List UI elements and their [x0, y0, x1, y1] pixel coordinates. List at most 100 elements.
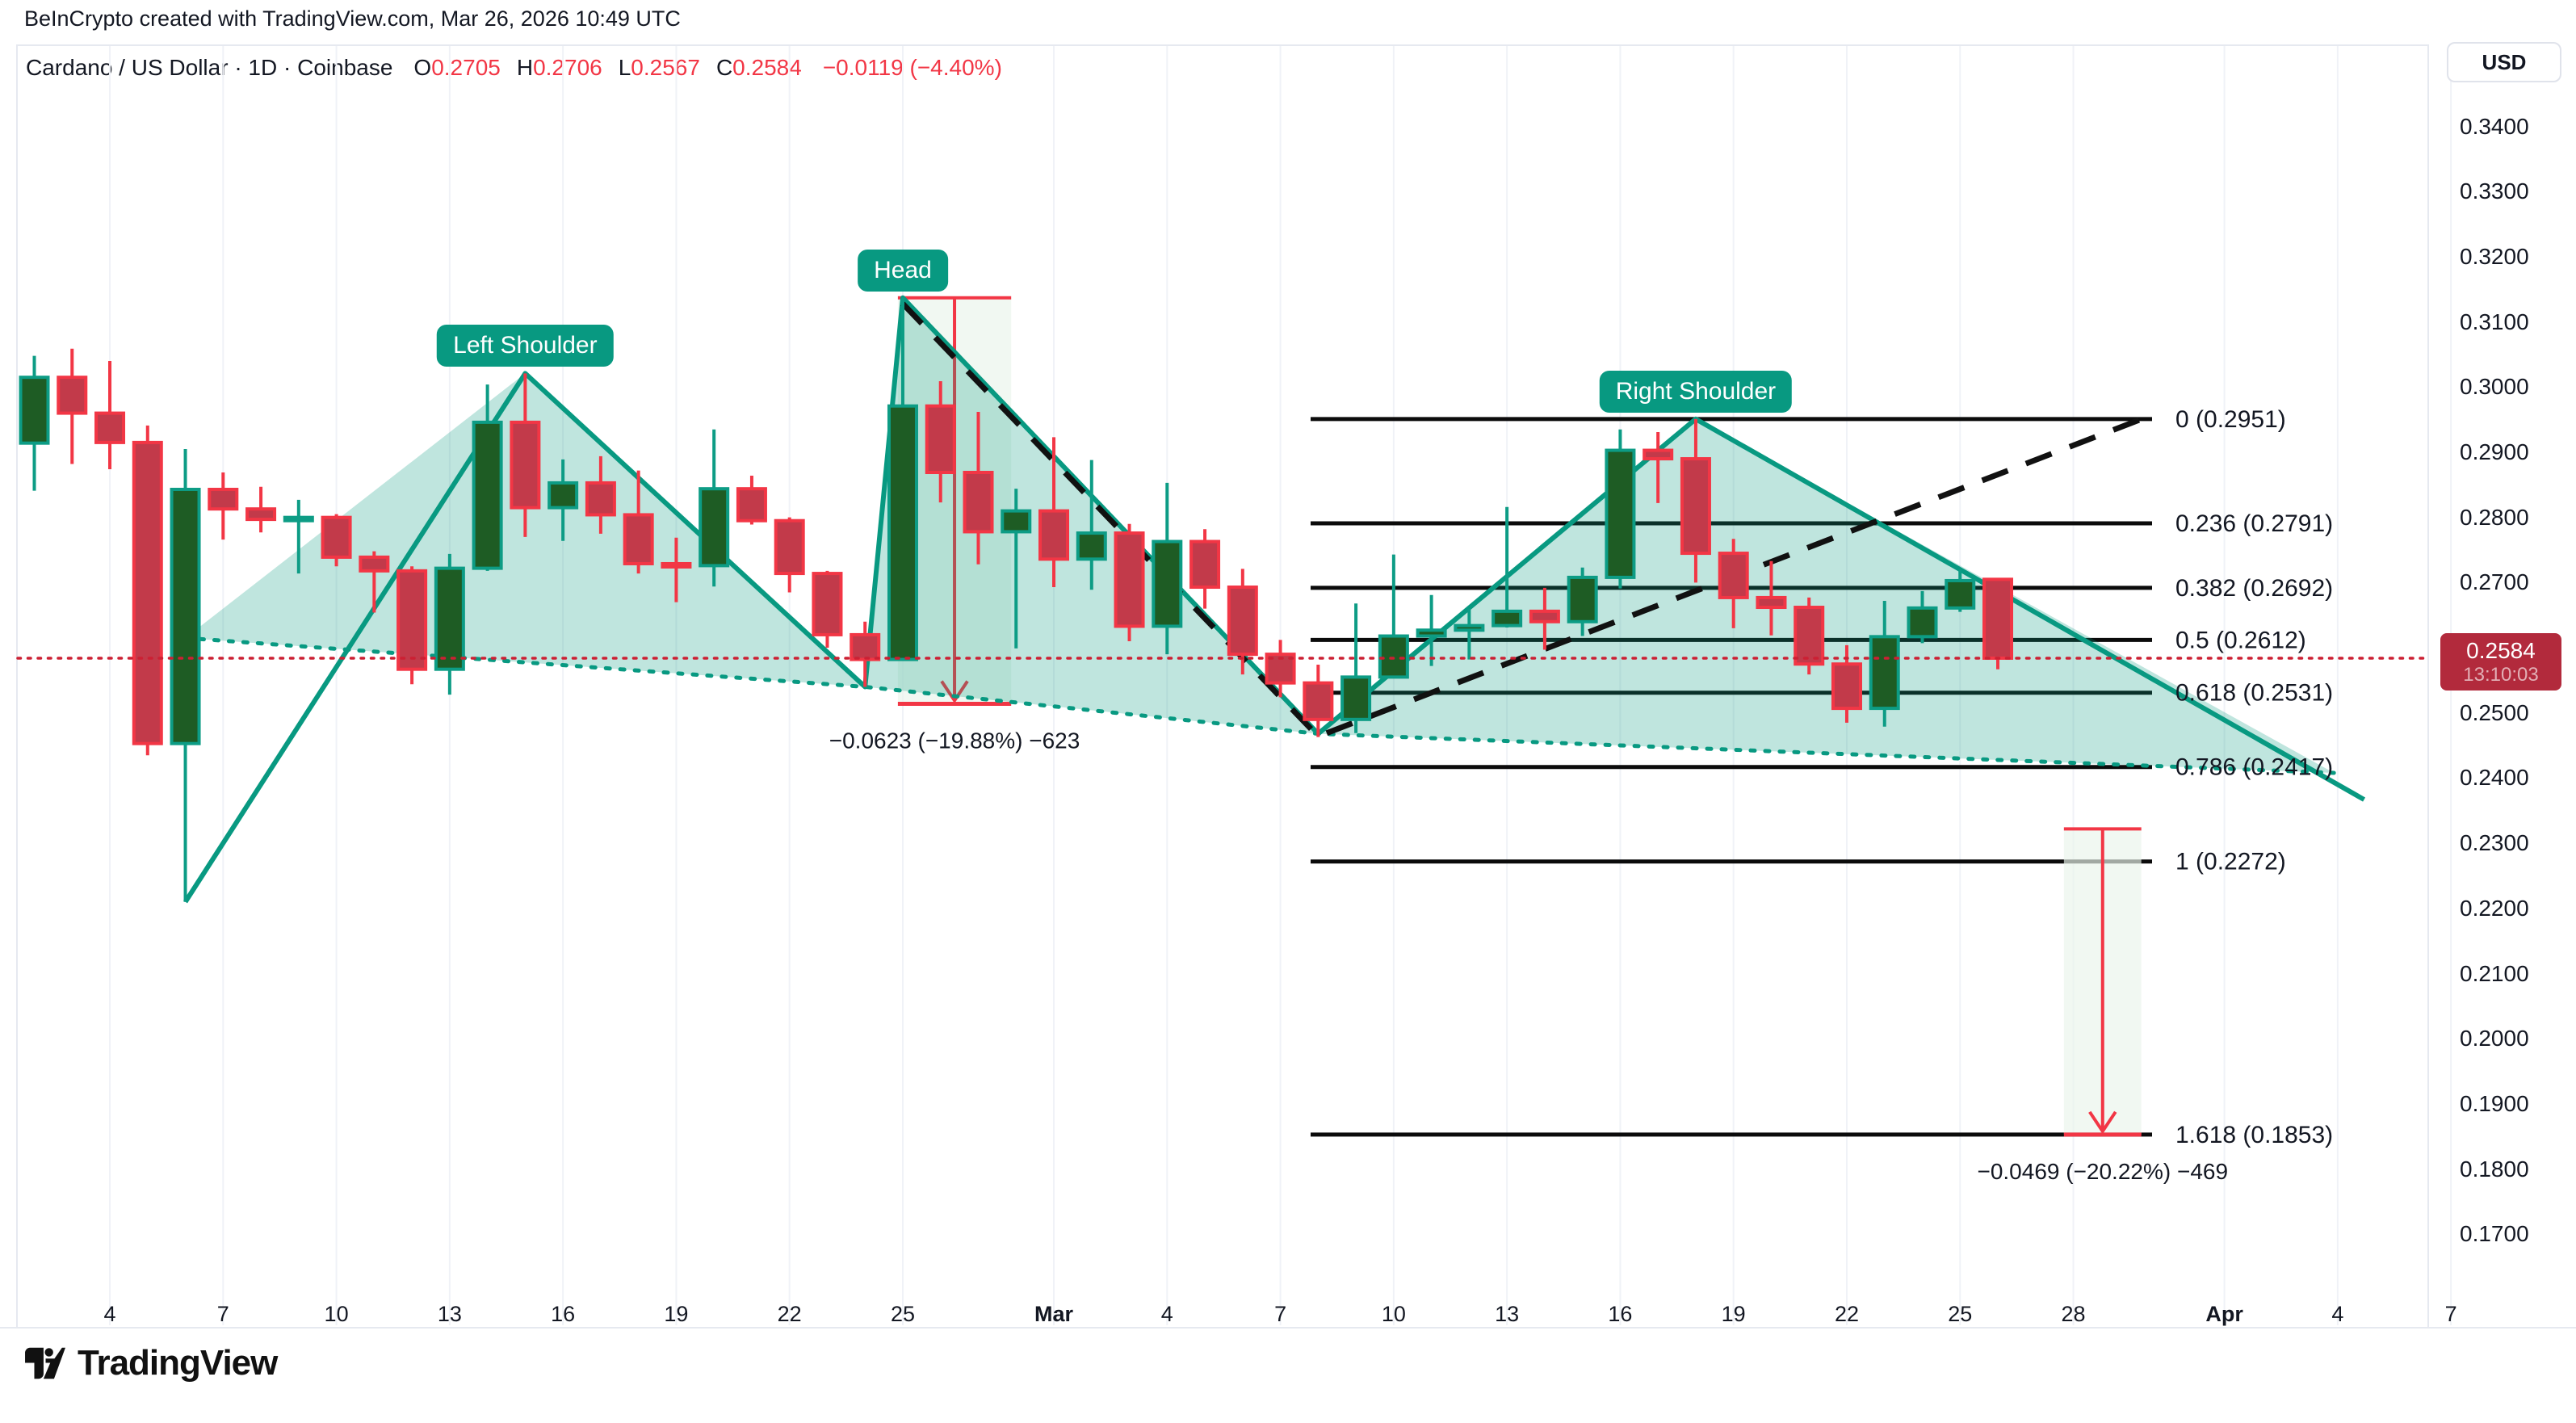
time-tick-13: 13 — [1495, 1302, 1520, 1326]
candle-mar-23 — [1869, 600, 1900, 727]
candle-body — [283, 515, 314, 523]
fib-label-1.618: 1.618 (0.1853) — [2175, 1122, 2333, 1148]
candle-body — [1869, 635, 1900, 711]
price-tick-0.3400: 0.3400 — [2460, 113, 2529, 139]
candle-body — [1076, 531, 1107, 561]
countdown-timer: 13:10:03 — [2463, 664, 2539, 686]
candle-body — [434, 566, 465, 671]
currency-toggle-button[interactable]: USD — [2447, 42, 2561, 82]
candle-mar-1 — [1038, 437, 1070, 588]
candle-body — [1643, 448, 1674, 461]
candle-body — [472, 420, 503, 570]
candle-mar-13 — [1491, 506, 1523, 628]
price-tick-0.1700: 0.1700 — [2460, 1221, 2529, 1247]
fib-label-0.786: 0.786 (0.2417) — [2175, 754, 2333, 781]
measure-ruler-0[interactable]: −0.0623 (−19.88%) −623 — [829, 296, 1080, 753]
candle-body — [359, 555, 390, 573]
candle-body — [1945, 578, 1976, 610]
last-price-value: 0.2584 — [2466, 638, 2536, 663]
candle-feb-22 — [774, 517, 805, 593]
candle-feb-8 — [245, 486, 277, 533]
candle-body — [1227, 586, 1258, 657]
price-tick-0.3100: 0.3100 — [2460, 309, 2529, 334]
candle-body — [321, 515, 352, 559]
candle-body — [510, 420, 541, 510]
candle-body — [57, 376, 88, 415]
fib-labels: 0 (0.2951) 0.236 (0.2791) 0.382 (0.2692) 0.… — [2175, 406, 2333, 1148]
candle-body — [208, 487, 239, 511]
price-tick-0.1800: 0.1800 — [2460, 1156, 2529, 1182]
pattern-dotted-baseline[interactable] — [183, 636, 2336, 775]
attribution-text: BeInCrypto created with TradingView.com,… — [24, 6, 681, 31]
dashed-trendline[interactable] — [900, 301, 2146, 740]
measure-label: −0.0469 (−20.22%) −469 — [1977, 1159, 2228, 1184]
candle-feb-14 — [472, 384, 503, 571]
candle-body — [132, 440, 163, 745]
candle-body — [850, 632, 881, 661]
time-tick-25: 25 — [1948, 1302, 1973, 1326]
fib-label-0: 0 (0.2951) — [2175, 406, 2286, 433]
price-tick-0.3300: 0.3300 — [2460, 178, 2529, 204]
time-tick-4: 4 — [103, 1302, 116, 1326]
fib-label-0.5: 0.5 (0.2612) — [2175, 627, 2306, 653]
tradingview-logo[interactable]: TradingView — [24, 1342, 278, 1384]
candle-feb-11 — [359, 551, 390, 613]
candle-body — [1340, 675, 1372, 721]
candle-body — [1491, 609, 1523, 628]
candle-mar-25 — [1945, 569, 1976, 612]
pattern-pill-right-shoulder[interactable]: Right Shoulder — [1599, 370, 1793, 413]
candle-mar-11 — [1416, 594, 1447, 666]
candle-feb-4 — [94, 361, 126, 469]
candle-body — [1907, 606, 1938, 639]
measure-ruler-1[interactable]: −0.0469 (−20.22%) −469 — [1977, 827, 2228, 1184]
symbol-title[interactable]: Cardano / US Dollar · 1D · Coinbase — [26, 55, 393, 80]
candle-mar-26 — [1982, 577, 2014, 670]
candle-body — [1831, 662, 1862, 711]
candle-feb-26 — [925, 381, 956, 503]
candle-body — [1680, 457, 1711, 556]
candle-body — [1303, 681, 1334, 721]
candle-feb-6 — [170, 448, 201, 902]
candle-feb-28 — [1001, 489, 1032, 649]
candle-body — [925, 404, 956, 475]
candle-body — [1756, 595, 1787, 610]
time-tick-19: 19 — [1721, 1302, 1746, 1326]
tradingview-logo-icon — [25, 1347, 65, 1379]
axis-bottom-divider — [0, 1327, 2576, 1329]
candle-body — [1001, 509, 1032, 534]
time-tick-mar: Mar — [1034, 1302, 1074, 1326]
candle-mar-16 — [1605, 429, 1636, 589]
head-and-shoulders-pattern[interactable] — [183, 295, 2366, 904]
price-tick-0.2300: 0.2300 — [2460, 830, 2529, 856]
candle-body — [1605, 448, 1636, 579]
candle-mar-14 — [1529, 587, 1560, 650]
price-tick-0.2200: 0.2200 — [2460, 895, 2529, 921]
candle-body — [1416, 628, 1447, 638]
candle-mar-5 — [1189, 529, 1221, 609]
fib-label-0.236: 0.236 (0.2791) — [2175, 510, 2333, 537]
candle-body — [623, 513, 654, 565]
candle-body — [963, 471, 994, 534]
candle-feb-16 — [548, 459, 579, 541]
candle-feb-18 — [623, 470, 654, 574]
candle-body — [699, 487, 730, 568]
candles-layer[interactable] — [19, 297, 2014, 902]
pattern-pill-left-shoulder[interactable]: Left Shoulder — [437, 325, 614, 367]
candle-feb-12 — [396, 566, 428, 685]
candle-body — [94, 411, 126, 444]
time-tick-4: 4 — [2331, 1302, 2344, 1326]
candle-mar-18 — [1680, 418, 1711, 583]
candle-mar-20 — [1756, 560, 1787, 636]
candle-feb-13 — [434, 553, 465, 695]
pattern-pill-head[interactable]: Head — [858, 249, 948, 292]
time-tick-22: 22 — [1834, 1302, 1859, 1326]
candle-feb-3 — [57, 348, 88, 464]
time-tick-16: 16 — [1608, 1302, 1633, 1326]
time-tick-4: 4 — [1160, 1302, 1173, 1326]
symbol-bar: Cardano / US Dollar · 1D · Coinbase O0.2… — [26, 55, 1002, 81]
candle-mar-21 — [1794, 597, 1825, 675]
candle-body — [1189, 539, 1221, 590]
last-price-badge[interactable]: 0.2584 13:10:03 — [2440, 633, 2561, 691]
candle-body — [1794, 606, 1825, 666]
